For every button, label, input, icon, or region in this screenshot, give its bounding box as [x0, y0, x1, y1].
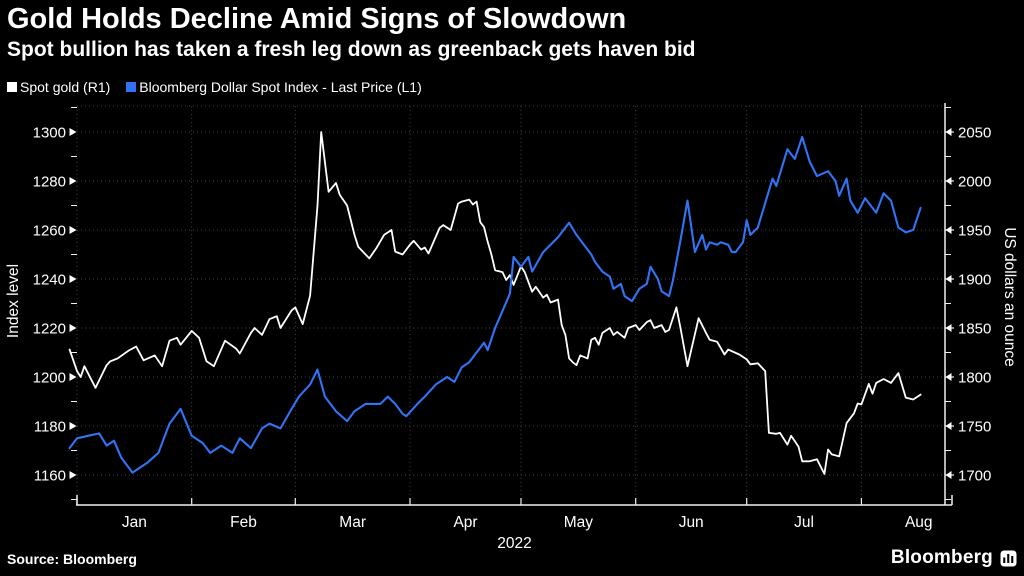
source-text: Source: Bloomberg: [7, 551, 137, 567]
svg-text:1800: 1800: [958, 370, 991, 387]
x-axis-year-label: 2022: [497, 535, 531, 552]
legend-item-spot-gold: Spot gold (R1): [7, 79, 110, 95]
page-title: Gold Holds Decline Amid Signs of Slowdow…: [7, 3, 627, 35]
svg-text:1950: 1950: [958, 223, 991, 240]
svg-text:1300: 1300: [33, 125, 66, 142]
svg-text:1280: 1280: [33, 174, 66, 191]
svg-text:1900: 1900: [958, 272, 991, 289]
svg-text:Jul: Jul: [794, 514, 814, 531]
left-axis-ticks: 1300 1280 1260 1240 1220 1200 1180 1160: [33, 107, 77, 500]
legend-item-dollar-index: Bloomberg Dollar Spot Index - Last Price…: [126, 79, 422, 95]
svg-text:1200: 1200: [33, 370, 66, 387]
gridlines: [76, 105, 945, 505]
svg-text:Jun: Jun: [679, 514, 704, 531]
bloomberg-logo: Bloomberg: [891, 547, 1017, 569]
svg-text:2000: 2000: [958, 174, 991, 191]
svg-text:1240: 1240: [33, 272, 66, 289]
svg-text:Aug: Aug: [905, 514, 933, 531]
axis-lines: [76, 103, 953, 506]
svg-text:1220: 1220: [33, 321, 66, 338]
svg-text:1160: 1160: [34, 468, 66, 485]
chart-legend: Spot gold (R1) Bloomberg Dollar Spot Ind…: [7, 79, 422, 95]
svg-text:Jan: Jan: [122, 514, 147, 531]
svg-text:Mar: Mar: [339, 514, 366, 531]
bloomberg-bars-icon: [1000, 550, 1017, 566]
right-axis-ticks: 2050 2000 1950 1900 1850 1800 1750 1700: [945, 107, 991, 500]
series-line-dollar-index: [68, 135, 922, 474]
svg-text:1700: 1700: [958, 468, 991, 485]
legend-swatch-gold-icon: [7, 82, 17, 92]
svg-text:1260: 1260: [33, 223, 66, 240]
legend-swatch-dollar-icon: [126, 82, 137, 92]
svg-text:1850: 1850: [958, 321, 991, 338]
bloomberg-wordmark: Bloomberg: [890, 547, 993, 568]
svg-text:Feb: Feb: [230, 514, 257, 531]
svg-text:Apr: Apr: [453, 514, 477, 531]
svg-text:1750: 1750: [958, 419, 991, 436]
svg-text:2050: 2050: [958, 125, 991, 142]
svg-text:1180: 1180: [34, 419, 66, 436]
legend-label-spot-gold: Spot gold (R1): [20, 79, 111, 95]
chart-subtitle: Spot bullion has taken a fresh leg down …: [7, 38, 696, 61]
series-line-spot-gold: [68, 131, 922, 475]
svg-text:May: May: [564, 514, 594, 531]
legend-label-dollar-index: Bloomberg Dollar Spot Index - Last Price…: [139, 79, 422, 95]
x-axis-labels: Jan Feb Mar Apr May Jun Jul Aug 2022: [122, 514, 933, 552]
